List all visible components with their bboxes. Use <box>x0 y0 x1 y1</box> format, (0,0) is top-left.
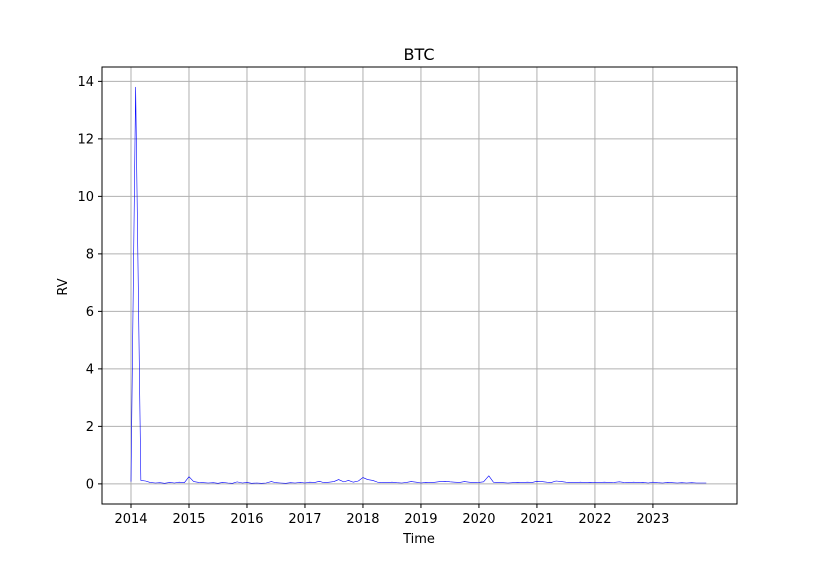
y-tick-label: 14 <box>77 75 94 90</box>
x-tick-label: 2014 <box>114 512 147 527</box>
y-tick-label: 2 <box>86 420 94 435</box>
x-tick-label: 2021 <box>520 512 553 527</box>
x-tick-label: 2023 <box>636 512 669 527</box>
x-axis-label: Time <box>402 532 435 547</box>
series-line-0 <box>130 86 707 484</box>
plot-area-frame <box>101 66 738 505</box>
grid-layer <box>102 67 737 504</box>
y-tick-label: 8 <box>86 247 94 262</box>
x-tick-label: 2016 <box>230 512 263 527</box>
x-tick-label: 2020 <box>462 512 495 527</box>
x-axis-ticks: 2014 2015 2016 2017 2018 2019 2020 2021 2022 2023 <box>114 504 669 527</box>
y-axis-label: RV <box>56 278 71 295</box>
y-axis-ticks: 0 2 4 6 8 10 12 14 <box>77 75 102 492</box>
y-tick-label: 4 <box>86 362 94 377</box>
y-tick-label: 10 <box>77 190 94 205</box>
y-tick-label: 0 <box>86 477 94 492</box>
x-tick-label: 2017 <box>288 512 321 527</box>
x-tick-label: 2022 <box>578 512 611 527</box>
y-tick-label: 12 <box>77 132 94 147</box>
x-tick-label: 2018 <box>346 512 379 527</box>
x-tick-label: 2019 <box>404 512 437 527</box>
series-layer <box>130 86 707 484</box>
y-tick-label: 6 <box>86 305 94 320</box>
chart-title: BTC <box>404 45 435 64</box>
x-tick-label: 2015 <box>172 512 205 527</box>
